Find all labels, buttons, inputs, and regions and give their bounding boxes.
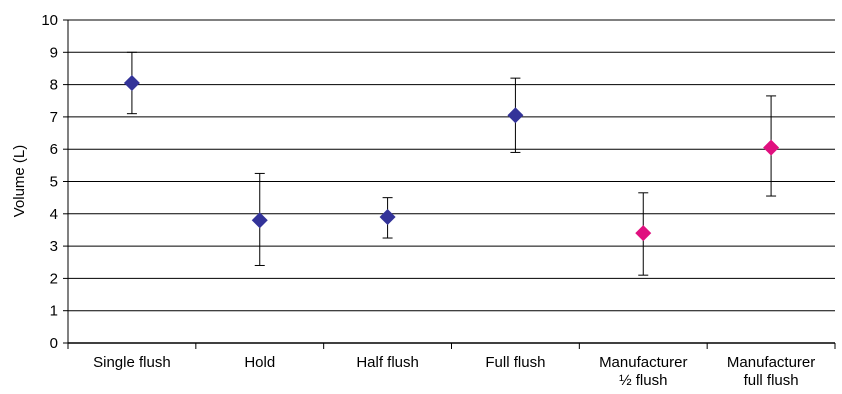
data-points [123,74,780,242]
error-bars [126,51,777,276]
y-tick-label: 8 [50,77,58,94]
x-category-label: Manufacturer [599,354,687,371]
x-category-label: Half flush [356,354,419,371]
y-tick-label: 9 [50,44,58,61]
data-point-diamond [251,212,268,229]
y-tick-label: 7 [50,109,58,126]
y-tick-label: 6 [50,141,58,158]
y-tick-label: 3 [50,238,58,255]
x-category-label: Single flush [93,354,171,371]
data-point-diamond [635,225,652,242]
x-category-label: Full flush [485,354,545,371]
y-tick-labels: 0 1 2 3 4 5 6 7 8 9 10 [41,12,58,352]
y-axis-title: Volume (L) [11,145,28,218]
x-category-label: Hold [244,354,275,371]
grid-lines [63,19,835,344]
y-tick-label: 1 [50,303,58,320]
data-point-diamond [507,107,524,124]
y-tick-label: 5 [50,174,58,191]
data-point-diamond [763,139,780,156]
y-tick-label: 4 [50,206,58,223]
x-category-labels: Single flush Hold Half flush Full flush Manu… [93,354,815,389]
x-category-label: Manufacturer [727,354,815,371]
x-axis [67,20,836,349]
x-category-label: full flush [744,372,799,389]
data-point-diamond [379,209,396,226]
data-point-diamond [123,74,140,91]
y-tick-label: 2 [50,270,58,287]
x-category-label: ½ flush [619,372,667,389]
y-tick-label: 0 [50,335,58,352]
y-tick-label: 10 [41,12,58,29]
